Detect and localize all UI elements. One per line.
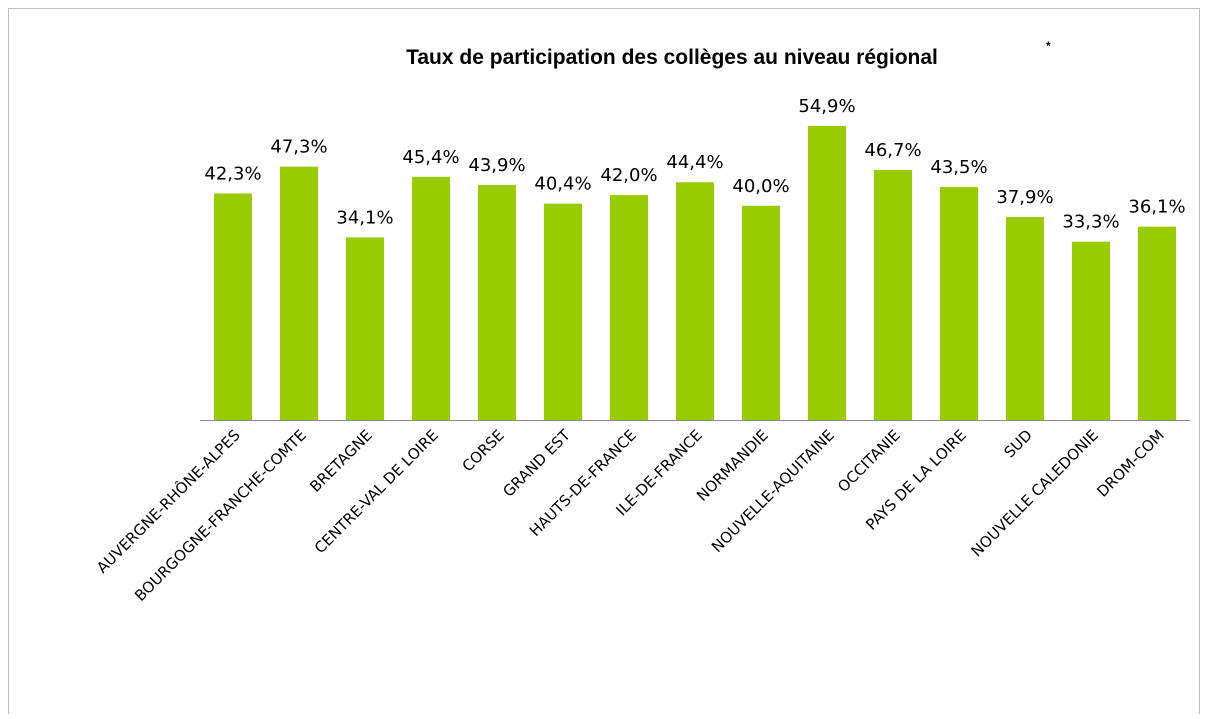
bar [280,166,318,420]
x-tick-label: NOUVELLE CALEDONIE [968,426,1102,560]
bar [610,195,648,420]
value-label: 45,4% [402,147,459,168]
bar [412,176,450,420]
value-label: 33,3% [1062,212,1119,233]
value-label: 34,1% [336,207,393,228]
value-label: 43,9% [468,155,525,176]
bar [1138,226,1176,420]
value-label: 54,9% [798,96,855,117]
title-note: * [1046,39,1051,53]
x-tick-label: OCCITANIE [834,426,904,496]
bar [742,205,780,420]
bar [676,182,714,420]
bar [808,126,846,420]
value-label: 42,3% [204,163,261,184]
bar [346,237,384,420]
value-label: 44,4% [666,152,723,173]
x-tick-label: NOUVELLE-AQUITAINE [708,426,838,556]
chart-frame [8,8,1200,719]
bar [214,193,252,420]
value-label: 46,7% [864,140,921,161]
bar [1072,241,1110,420]
bar [940,187,978,420]
x-tick-label: CENTRE-VAL DE LOIRE [311,426,442,557]
bar [544,203,582,420]
value-label: 40,0% [732,176,789,197]
value-label: 42,0% [600,165,657,186]
value-label: 36,1% [1128,197,1185,218]
bar [478,184,516,420]
value-label: 40,4% [534,174,591,195]
value-label: 47,3% [270,137,327,158]
bar [1006,217,1044,420]
value-label: 37,9% [996,187,1053,208]
x-tick-label: DROM-COM [1093,426,1168,501]
x-tick-label: BRETAGNE [306,426,376,496]
bar [874,169,912,420]
x-tick-label: CORSE [459,426,508,475]
value-label: 43,5% [930,157,987,178]
chart-title: Taux de participation des collèges au ni… [406,46,938,69]
x-tick-label: SUD [1000,426,1035,461]
